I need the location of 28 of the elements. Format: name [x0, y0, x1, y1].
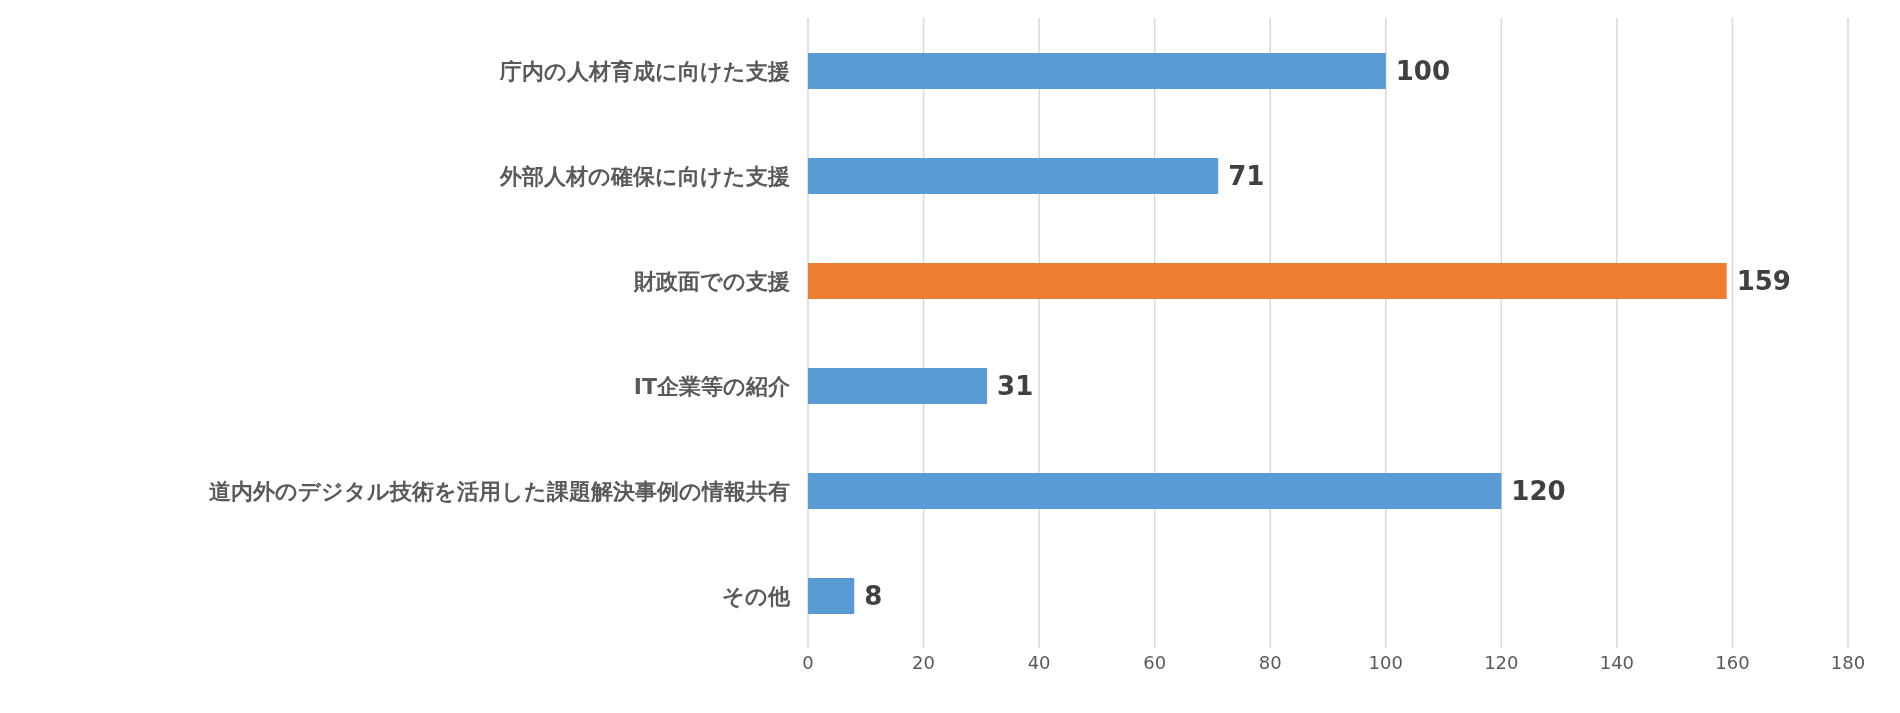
y-tick-label: 外部人材の確保に向けた支援 [499, 163, 790, 189]
y-tick-label: 財政面での支援 [633, 268, 790, 294]
bar [808, 263, 1727, 299]
y-tick-label: その他 [722, 583, 791, 609]
x-tick-label: 180 [1830, 651, 1866, 673]
bar [808, 158, 1219, 194]
data-label: 31 [997, 371, 1034, 402]
x-tick-label: 20 [912, 651, 936, 673]
x-tick-label: 120 [1484, 651, 1519, 673]
bar [808, 473, 1502, 509]
data-label: 100 [1395, 56, 1451, 87]
data-label: 159 [1736, 266, 1791, 297]
bar [808, 578, 855, 614]
data-label: 71 [1228, 161, 1265, 192]
y-tick-label: 庁内の人材育成に向けた支援 [499, 58, 790, 84]
y-tick-label: IT企業等の紹介 [633, 373, 791, 399]
bar [808, 53, 1386, 89]
x-tick-label: 160 [1715, 651, 1750, 673]
data-label: 120 [1511, 476, 1566, 507]
bar [808, 368, 988, 404]
x-tick-label: 0 [802, 651, 814, 673]
x-tick-label: 40 [1027, 651, 1051, 673]
x-tick-label: 140 [1599, 651, 1635, 673]
x-tick-label: 100 [1368, 651, 1403, 673]
data-label: 8 [864, 581, 883, 612]
y-tick-label: 道内外のデジタル技術を活用した課題解決事例の情報共有 [209, 478, 790, 504]
x-tick-label: 80 [1258, 651, 1282, 673]
x-tick-label: 60 [1143, 651, 1167, 673]
